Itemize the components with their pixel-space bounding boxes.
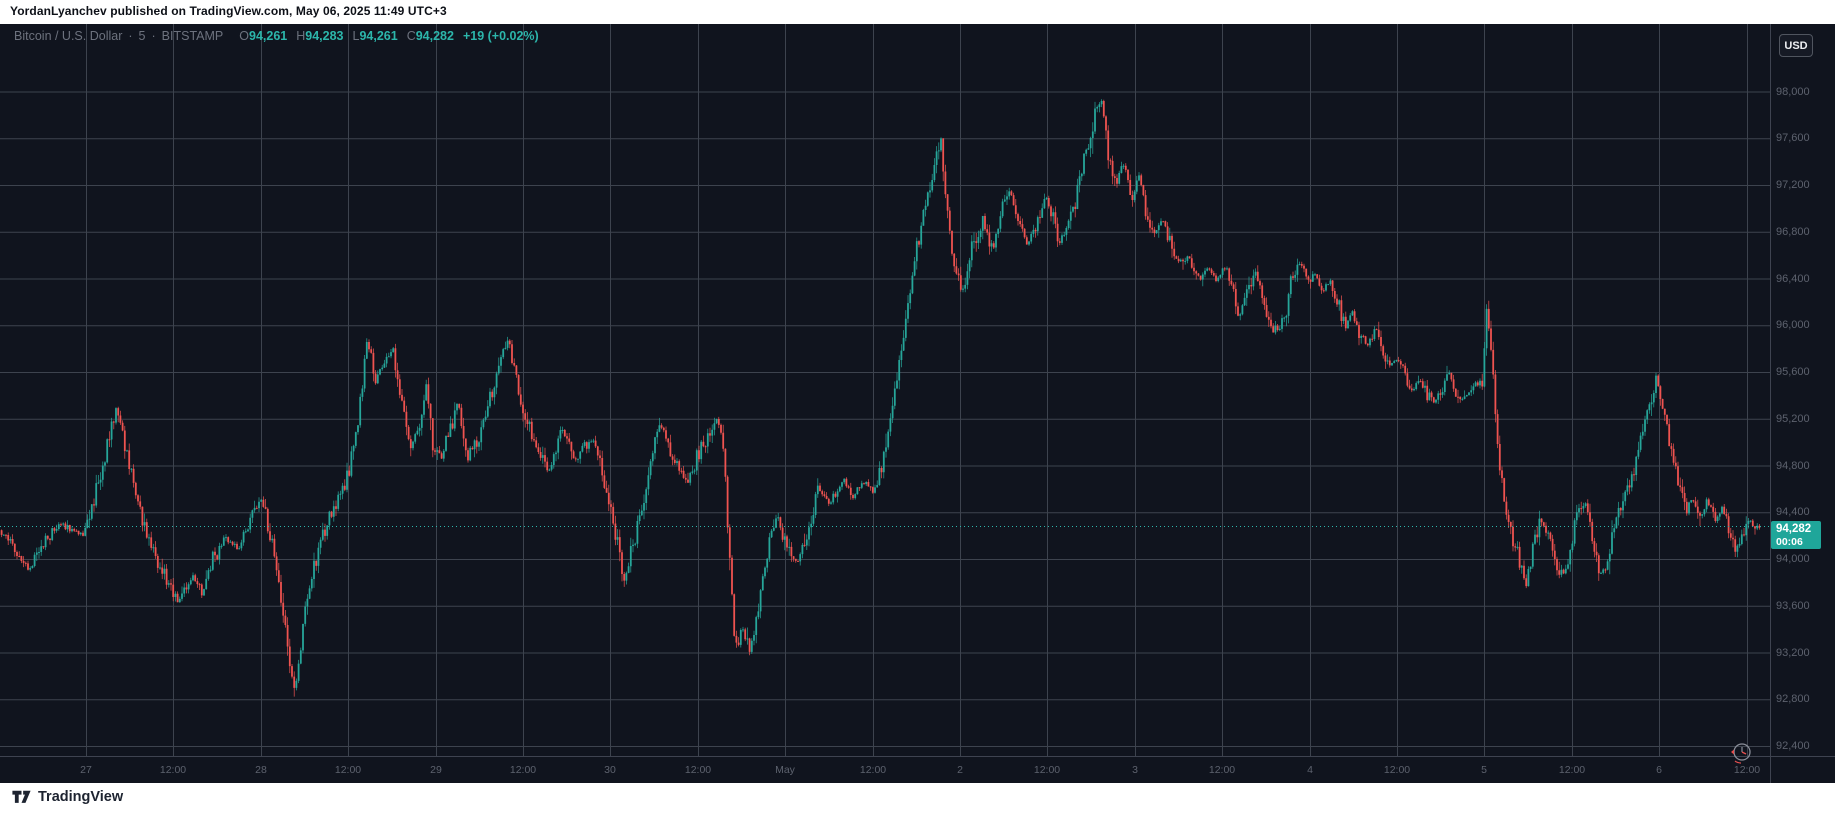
time-tick-label: 12:00 — [1558, 764, 1586, 776]
last-price-badge[interactable]: 94,282 00:06 — [1771, 521, 1821, 549]
open-value: 94,261 — [249, 29, 288, 43]
chart-canvas[interactable] — [0, 24, 1770, 756]
legend-separator: · — [151, 29, 156, 43]
time-tick-label: 30 — [604, 764, 616, 776]
last-price-value: 94,282 — [1776, 523, 1812, 535]
symbol-title: Bitcoin / U.S. Dollar — [14, 29, 123, 43]
time-tick-label: 29 — [430, 764, 442, 776]
price-axis-border — [1770, 24, 1771, 783]
attribution-bar: YordanLyanchev published on TradingView.… — [0, 0, 1835, 24]
interval-label: 5 — [138, 29, 146, 43]
close-label: C — [406, 29, 416, 43]
price-tick-label: 98,000 — [1776, 85, 1810, 98]
time-tick-label: 12:00 — [1208, 764, 1236, 776]
time-tick-label: 12:00 — [684, 764, 712, 776]
bar-countdown: 00:06 — [1776, 536, 1803, 548]
price-tick-label: 96,400 — [1776, 272, 1810, 285]
price-tick-label: 93,600 — [1776, 599, 1810, 612]
footer-bar: TradingView — [0, 783, 1835, 819]
time-tick-label: 3 — [1132, 764, 1138, 776]
time-tick-label: 12:00 — [159, 764, 187, 776]
currency-toggle-button[interactable]: USD — [1779, 34, 1813, 57]
chart-area[interactable]: Bitcoin / U.S. Dollar · 5 · BITSTAMP O94,261 H… — [0, 24, 1835, 783]
time-tick-label: 5 — [1481, 764, 1487, 776]
price-tick-label: 95,600 — [1776, 366, 1810, 378]
tradingview-logo-icon — [12, 790, 31, 803]
low-value: 94,261 — [359, 29, 398, 43]
time-tick-label: 12:00 — [509, 764, 537, 776]
chart-legend[interactable]: Bitcoin / U.S. Dollar · 5 · BITSTAMP O94,261 H… — [14, 29, 539, 45]
time-tick-label: 12:00 — [859, 764, 887, 776]
change-value: +19 (+0.02%) — [462, 29, 539, 43]
time-tick-label: 28 — [255, 764, 267, 776]
price-tick-label: 95,200 — [1776, 412, 1810, 425]
price-tick-label: 96,000 — [1776, 319, 1810, 332]
time-tick-label: 27 — [80, 764, 92, 776]
legend-separator: · — [128, 29, 133, 43]
time-tick-label: 2 — [957, 764, 963, 776]
open-label: O — [239, 29, 249, 43]
close-value: 94,282 — [415, 29, 454, 43]
time-tick-label: 4 — [1307, 764, 1313, 776]
price-tick-label: 92,400 — [1776, 740, 1810, 752]
time-tick-label: 12:00 — [1733, 764, 1761, 776]
attribution-text: YordanLyanchev published on TradingView.… — [10, 4, 447, 18]
time-axis-border — [0, 756, 1835, 757]
price-tick-label: 92,800 — [1776, 693, 1810, 706]
price-tick-label: 96,800 — [1776, 225, 1810, 238]
currency-label: USD — [1784, 39, 1808, 52]
low-label: L — [352, 29, 360, 43]
high-label: H — [296, 29, 306, 43]
time-tick-label: 12:00 — [1033, 764, 1061, 776]
time-tick-label: 6 — [1656, 764, 1662, 776]
price-tick-label: 94,800 — [1776, 459, 1810, 472]
time-tick-label: May — [775, 764, 795, 776]
price-tick-label: 97,600 — [1776, 132, 1810, 145]
price-tick-label: 93,200 — [1776, 646, 1810, 659]
high-value: 94,283 — [305, 29, 344, 43]
exchange-label: BITSTAMP — [161, 29, 224, 43]
tradingview-logo[interactable]: TradingView — [12, 789, 123, 805]
price-tick-label: 94,400 — [1776, 506, 1810, 519]
tradingview-logo-text: TradingView — [38, 789, 124, 805]
countdown-clock-icon — [1731, 743, 1751, 764]
price-tick-label: 94,000 — [1776, 553, 1810, 565]
time-tick-label: 12:00 — [1383, 764, 1411, 776]
price-tick-label: 97,200 — [1776, 179, 1810, 191]
time-tick-label: 12:00 — [334, 764, 362, 776]
